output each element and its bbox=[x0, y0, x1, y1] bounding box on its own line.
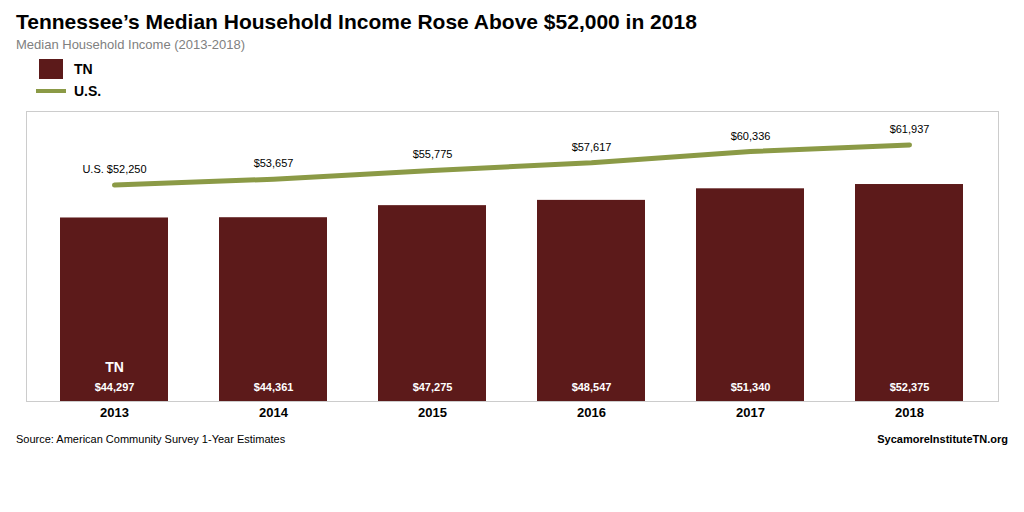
svg-text:$44,297: $44,297 bbox=[95, 381, 135, 393]
svg-text:TN: TN bbox=[105, 359, 124, 375]
svg-text:2013: 2013 bbox=[100, 405, 129, 420]
svg-text:$57,617: $57,617 bbox=[572, 141, 612, 153]
svg-text:$52,375: $52,375 bbox=[890, 381, 930, 393]
svg-text:2016: 2016 bbox=[577, 405, 606, 420]
svg-text:$60,336: $60,336 bbox=[731, 129, 771, 141]
svg-text:$53,657: $53,657 bbox=[254, 157, 294, 169]
svg-text:$61,937: $61,937 bbox=[890, 123, 930, 135]
html-text:U.S.: U.S. bbox=[74, 82, 102, 99]
svg-text:2014: 2014 bbox=[259, 405, 289, 420]
svg-text:$47,275: $47,275 bbox=[413, 381, 453, 393]
svg-text:U.S. $52,250: U.S. $52,250 bbox=[82, 163, 146, 175]
html-text:TN: TN bbox=[74, 60, 93, 77]
html-text:Median Household Income (2013-: Median Household Income (2013-2018) bbox=[16, 37, 246, 53]
svg-text:$55,775: $55,775 bbox=[413, 148, 453, 160]
svg-text:$44,361: $44,361 bbox=[254, 381, 294, 393]
html-text:Source: American Community Sur: Source: American Community Survey 1-Year… bbox=[16, 432, 286, 445]
svg-text:$48,547: $48,547 bbox=[572, 381, 612, 393]
html-text:Tennessee’s Median Household I: Tennessee’s Median Household Income Rose… bbox=[16, 10, 697, 33]
svg-text:2018: 2018 bbox=[895, 405, 924, 420]
html-text:SycamoreInstituteTN.org: SycamoreInstituteTN.org bbox=[877, 432, 1008, 445]
svg-text:2017: 2017 bbox=[736, 405, 765, 420]
svg-text:2015: 2015 bbox=[418, 405, 447, 420]
svg-text:$51,340: $51,340 bbox=[731, 381, 771, 393]
